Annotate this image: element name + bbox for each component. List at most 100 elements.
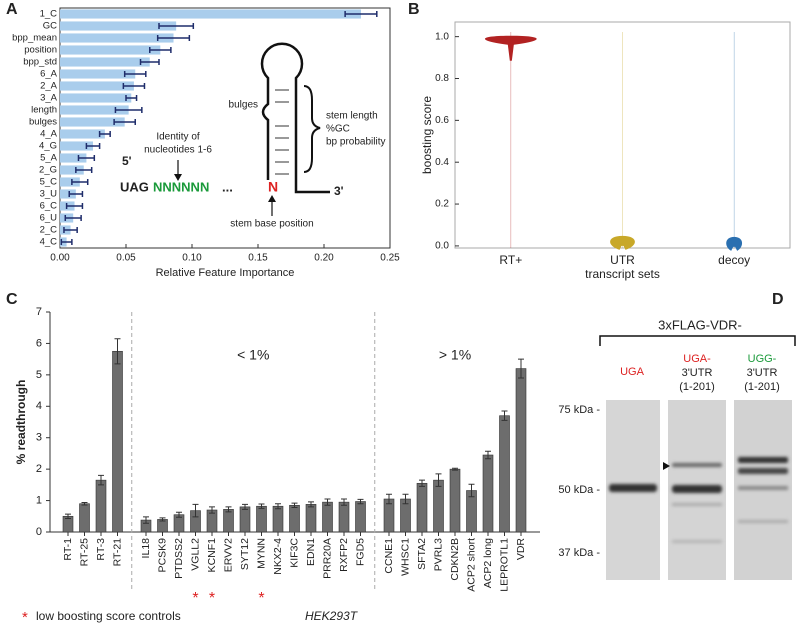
x-tick-label: CCNE1 [383, 538, 395, 574]
error-bar [149, 47, 172, 53]
error-bar [275, 503, 281, 510]
x-tick-label: RT-25 [78, 538, 90, 567]
error-bar [71, 179, 89, 185]
y-tick-label: 4_G [39, 141, 57, 152]
error-bar [291, 502, 298, 508]
panel-label: C [6, 291, 18, 308]
x-tick-label: RXFP2 [338, 538, 350, 572]
y-tick-label: 5_A [40, 153, 58, 164]
marker: * [192, 590, 198, 607]
error-bar [156, 35, 191, 41]
bar [449, 468, 461, 533]
error-bar [77, 155, 96, 161]
bar [60, 177, 80, 187]
bar [60, 45, 161, 55]
error-bar [158, 23, 195, 29]
error-bar [419, 479, 425, 487]
x-tick-label: ERVV2 [222, 538, 234, 572]
error-bar [123, 71, 147, 77]
x-tick-label: SFTA2 [416, 538, 428, 570]
x-tick-label: LEPROTL1 [498, 538, 510, 592]
error-bar [258, 503, 265, 509]
error-bar [341, 498, 347, 506]
diagram-label: N [268, 179, 278, 195]
plot-frame [59, 7, 391, 249]
error-bar [452, 467, 458, 471]
bar [272, 505, 284, 533]
y-tick-label: 1.0 [435, 31, 449, 42]
bar [256, 505, 267, 533]
y-tick-label: GC [43, 21, 57, 32]
y-tick-label: position [24, 45, 57, 56]
error-bar [65, 203, 84, 209]
diagram-label: stem base position [230, 219, 313, 230]
stem-brace [303, 85, 321, 173]
blot-title: 3xFLAG-VDR- [658, 317, 742, 332]
hairpin-strand [260, 42, 330, 194]
error-bar [122, 83, 146, 89]
lane-label: (1-201) [744, 381, 779, 393]
x-tick-label: WHSC1 [399, 538, 411, 576]
y-tick-label: 3 [36, 432, 42, 444]
cell-line: HEK293T [305, 609, 359, 623]
error-bar [113, 119, 136, 125]
error-bar [344, 11, 378, 17]
diagram-label: 3' [334, 184, 344, 198]
error-bar [63, 227, 78, 233]
x-tick-label: 0.00 [50, 253, 70, 264]
error-bar [468, 483, 475, 498]
x-tick-label: 0.10 [182, 253, 202, 264]
diagram-label: NNNNNN [153, 179, 209, 194]
violin [726, 236, 743, 251]
lane-label: UGG- [748, 353, 777, 365]
error-bar [114, 107, 143, 113]
y-tick-label: 4 [36, 400, 42, 412]
bar [223, 509, 234, 533]
violin [484, 35, 537, 61]
error-bar [81, 501, 88, 506]
x-tick-label: PRR20A [321, 538, 333, 579]
panel-label: D [772, 291, 784, 308]
bar [95, 479, 107, 533]
hairpin-diagram [177, 42, 330, 216]
blot-image [606, 400, 792, 580]
x-tick-label: MYNN [255, 538, 267, 569]
x-tick-label: 0.20 [314, 253, 334, 264]
x-tick-label: PVRL3 [432, 538, 444, 571]
x-tick-label: EDN1 [305, 538, 317, 566]
blot-bracket [599, 335, 796, 346]
y-tick-label: 2 [36, 463, 42, 475]
y-tick-label: 7 [36, 306, 42, 318]
error-bar [114, 338, 121, 365]
bar [60, 69, 136, 79]
error-bar [64, 215, 82, 221]
lane-label: (1-201) [679, 381, 714, 393]
bar [416, 482, 428, 533]
x-axis-label: transcript sets [585, 267, 660, 281]
marker: * [258, 590, 264, 607]
y-tick-label: bpp_std [23, 57, 57, 68]
error-bar [324, 498, 331, 506]
error-bar [98, 131, 111, 137]
x-tick-label: VDR [515, 538, 527, 561]
bar [60, 57, 150, 67]
y-tick-label: 5 [36, 369, 42, 381]
y-tick-label: 5_C [40, 177, 58, 188]
x-tick-label: NKX2-4 [272, 538, 284, 575]
x-tick-label: 0.25 [380, 253, 400, 264]
y-tick-label: 3_A [40, 93, 58, 104]
y-tick-label: 0.4 [435, 157, 449, 168]
y-tick-label: 0.0 [435, 241, 449, 252]
bar [112, 350, 123, 533]
x-tick-label: decoy [718, 253, 750, 267]
diagram-label: ... [222, 179, 233, 194]
x-tick-label: RT-21 [111, 538, 123, 567]
x-tick-label: ACP2 long [482, 538, 494, 588]
y-tick-label: bulges [29, 117, 57, 128]
x-tick-label: UTR [610, 253, 635, 267]
diagram-label: bulges [229, 100, 258, 111]
bar [239, 506, 251, 533]
y-tick-label: 4_C [40, 237, 58, 248]
marker-label: 50 kDa - [558, 484, 600, 496]
